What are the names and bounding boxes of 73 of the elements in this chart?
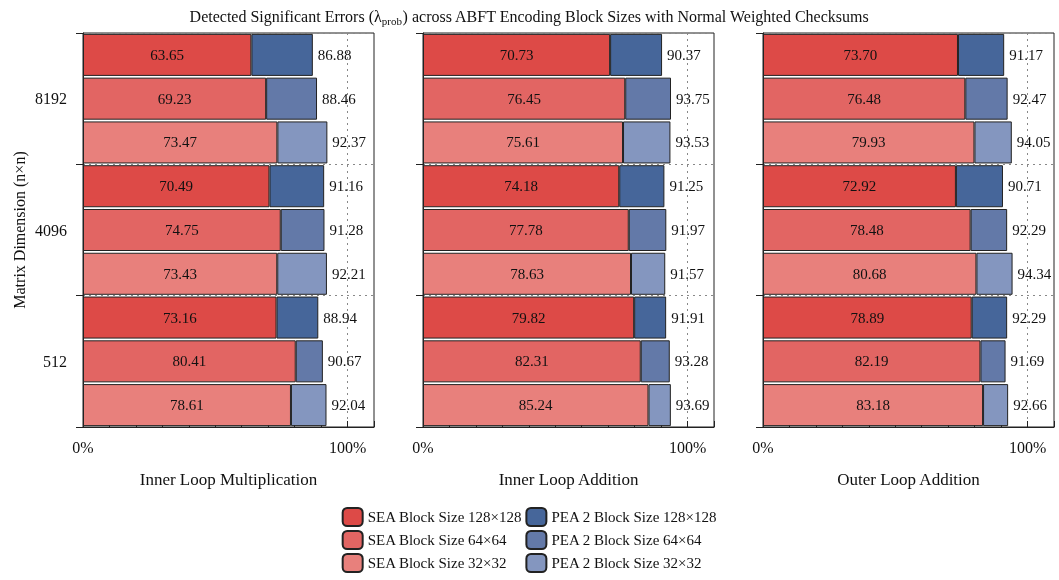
- x-tick-label: 0%: [752, 438, 774, 456]
- data-label: 82.19: [854, 353, 889, 370]
- total-label: 93.69: [675, 397, 710, 414]
- x-axis-title: Inner Loop Multiplication: [139, 470, 318, 489]
- x-tick-label: 100%: [1008, 438, 1047, 456]
- data-label: 73.47: [163, 134, 198, 151]
- data-label: 78.61: [170, 397, 204, 414]
- total-label: 91.28: [329, 222, 364, 238]
- y-tick-label: 4096: [35, 221, 67, 239]
- data-label: 63.65: [150, 46, 185, 63]
- y-tick-label: 512: [43, 352, 67, 370]
- total-label: 91.25: [669, 178, 704, 195]
- data-label: 77.78: [509, 222, 543, 238]
- total-label: 94.34: [1017, 265, 1052, 282]
- total-label: 86.88: [317, 46, 352, 63]
- data-label: 74.18: [504, 178, 538, 195]
- data-label: 78.63: [510, 265, 544, 282]
- total-label: 92.04: [331, 397, 366, 414]
- data-label: 72.92: [842, 178, 877, 195]
- data-label: 74.75: [165, 222, 199, 238]
- total-label: 94.05: [1016, 134, 1051, 151]
- data-label: 73.70: [843, 46, 878, 63]
- data-label: 70.49: [159, 178, 194, 195]
- data-label: 76.48: [847, 90, 882, 107]
- total-label: 93.28: [674, 353, 709, 370]
- total-label: 92.47: [1012, 90, 1047, 107]
- y-tick-label: 8192: [35, 90, 67, 108]
- legend-label: PEA 2 Block Size 32×32: [551, 555, 702, 571]
- total-label: 91.16: [329, 178, 364, 195]
- total-label: 91.17: [1009, 46, 1044, 63]
- total-label: 92.29: [1012, 309, 1046, 326]
- data-label: 78.48: [849, 222, 884, 238]
- data-label: 79.82: [511, 309, 546, 326]
- data-label: 76.45: [507, 90, 541, 107]
- data-label: 73.43: [163, 265, 197, 282]
- total-label: 91.97: [671, 222, 706, 238]
- total-label: 90.71: [1007, 178, 1042, 195]
- data-label: 80.68: [852, 265, 887, 282]
- data-label: 69.23: [157, 90, 192, 107]
- total-label: 92.21: [331, 265, 366, 282]
- data-label: 75.61: [506, 134, 540, 151]
- data-label: 79.93: [851, 134, 886, 151]
- x-axis-title: Inner Loop Addition: [498, 470, 639, 489]
- total-label: 90.67: [327, 353, 363, 370]
- legend-label: SEA Block Size 128×128: [367, 509, 522, 525]
- data-label: 73.16: [162, 309, 198, 326]
- y-axis-title: Matrix Dimension (n×n): [10, 151, 29, 309]
- data-label: 85.24: [518, 397, 554, 414]
- x-tick-label: 0%: [412, 438, 434, 456]
- total-label: 91.69: [1010, 353, 1045, 370]
- x-tick-label: 100%: [328, 438, 367, 456]
- legend-label: SEA Block Size 64×64: [367, 532, 508, 548]
- total-label: 88.94: [323, 309, 358, 326]
- x-tick-label: 0%: [72, 438, 94, 456]
- data-label: 82.31: [515, 353, 549, 370]
- data-label: 78.89: [850, 309, 885, 326]
- total-label: 93.75: [676, 90, 710, 107]
- total-label: 91.91: [671, 309, 705, 326]
- x-axis-title: Outer Loop Addition: [837, 470, 981, 489]
- legend-label: PEA 2 Block Size 128×128: [551, 509, 717, 525]
- total-label: 93.53: [675, 134, 710, 151]
- legend-label: PEA 2 Block Size 64×64: [551, 532, 702, 548]
- legend-label: SEA Block Size 32×32: [367, 555, 507, 571]
- total-label: 88.46: [322, 90, 357, 107]
- total-label: 92.37: [332, 134, 367, 151]
- x-tick-label: 100%: [668, 438, 707, 456]
- data-label: 80.41: [172, 353, 207, 370]
- data-label: 83.18: [856, 397, 890, 414]
- total-label: 92.66: [1013, 397, 1048, 414]
- total-label: 91.57: [670, 265, 705, 282]
- data-label: 70.73: [499, 46, 534, 63]
- total-label: 92.29: [1012, 222, 1046, 238]
- total-label: 90.37: [667, 46, 702, 63]
